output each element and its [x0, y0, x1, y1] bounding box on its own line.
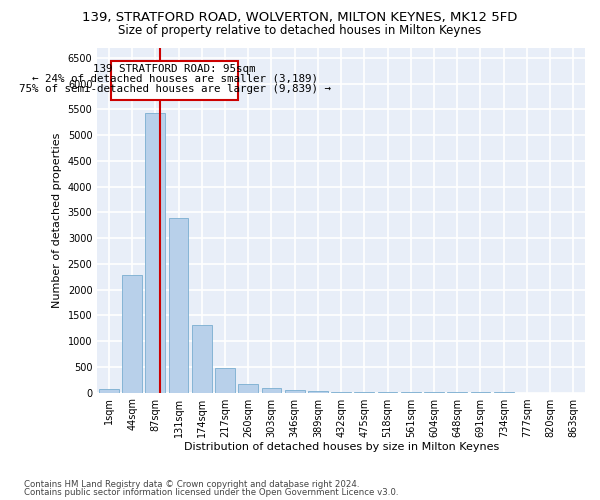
Bar	[262, 388, 281, 392]
Text: Size of property relative to detached houses in Milton Keynes: Size of property relative to detached ho…	[118, 24, 482, 37]
Text: ← 24% of detached houses are smaller (3,189): ← 24% of detached houses are smaller (3,…	[32, 74, 317, 84]
X-axis label: Distribution of detached houses by size in Milton Keynes: Distribution of detached houses by size …	[184, 442, 499, 452]
Bar	[122, 275, 142, 392]
Bar	[145, 113, 165, 392]
Y-axis label: Number of detached properties: Number of detached properties	[52, 132, 62, 308]
Bar	[285, 390, 305, 392]
Text: Contains HM Land Registry data © Crown copyright and database right 2024.: Contains HM Land Registry data © Crown c…	[24, 480, 359, 489]
Bar	[192, 325, 212, 392]
Text: 139, STRATFORD ROAD, WOLVERTON, MILTON KEYNES, MK12 5FD: 139, STRATFORD ROAD, WOLVERTON, MILTON K…	[82, 11, 518, 24]
Bar	[215, 368, 235, 392]
Bar	[238, 384, 258, 392]
Bar	[308, 391, 328, 392]
Bar	[99, 389, 119, 392]
Text: 75% of semi-detached houses are larger (9,839) →: 75% of semi-detached houses are larger (…	[19, 84, 331, 94]
Text: 139 STRATFORD ROAD: 95sqm: 139 STRATFORD ROAD: 95sqm	[94, 64, 256, 74]
Bar	[111, 62, 238, 100]
Text: Contains public sector information licensed under the Open Government Licence v3: Contains public sector information licen…	[24, 488, 398, 497]
Bar	[169, 218, 188, 392]
